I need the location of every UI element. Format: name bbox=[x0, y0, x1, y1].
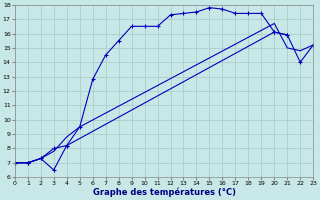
X-axis label: Graphe des températures (°C): Graphe des températures (°C) bbox=[92, 188, 236, 197]
